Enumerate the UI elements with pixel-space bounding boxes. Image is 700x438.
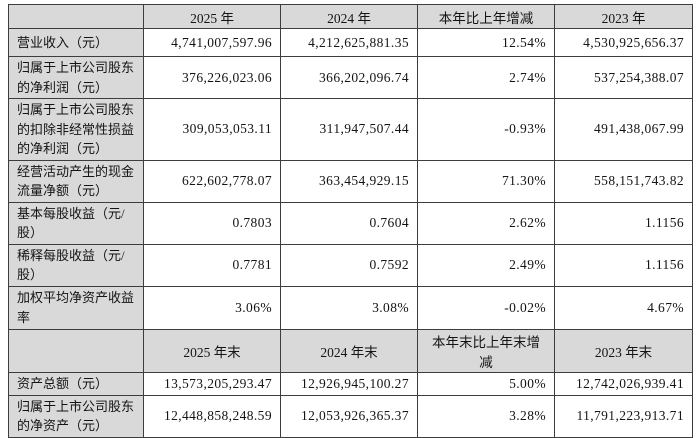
metric-value-cell: 12,053,926,365.37: [280, 394, 418, 438]
table-row: 归属于上市公司股东的扣除非经常性损益的净利润（元） 309,053,053.11 3…: [8, 98, 693, 161]
metric-label: 资产总额（元）: [8, 371, 144, 396]
metric-value-cell: 4,741,007,597.96: [143, 28, 281, 57]
metric-value-cell: 622,602,778.07: [143, 159, 281, 203]
metric-label: 归属于上市公司股东的扣除非经常性损益的净利润（元）: [8, 98, 144, 161]
column-header: 2024 年: [280, 4, 418, 29]
financial-summary-table: 2025 年 2024 年本年比上年增减 2023 年营业收入（元） 4,741,00…: [8, 4, 693, 438]
table-row: 经营活动产生的现金流量净额（元） 622,602,778.07 363,454,92…: [8, 159, 693, 203]
corner-cell: [8, 328, 144, 373]
metric-label: 归属于上市公司股东的净利润（元）: [8, 56, 144, 99]
metric-value-cell: 12,926,945,100.27: [280, 371, 418, 396]
header-row: 2025 年末 2024 年末 本年末比上年末增减 2023 年末: [8, 328, 693, 373]
metric-value-cell: 3.28%: [417, 394, 555, 438]
metric-value-cell: -0.02%: [417, 285, 555, 330]
column-header: 2025 年末: [143, 328, 281, 373]
metric-value-cell: 311,947,507.44: [280, 98, 418, 161]
corner-cell: [8, 4, 144, 29]
metric-label: 归属于上市公司股东的净资产（元）: [8, 394, 144, 438]
column-header: 2023 年: [554, 4, 693, 29]
metric-value-cell: 491,438,067.99: [554, 98, 693, 161]
table-row: 加权平均净资产收益率 3.06% 3.08% -0.02% 4.67%: [8, 285, 693, 330]
metric-value-cell: 2.62%: [417, 201, 555, 245]
metric-value-cell: 4,530,925,656.37: [554, 28, 693, 57]
metric-value-cell: 11,791,223,913.71: [554, 394, 693, 438]
metric-value-cell: 366,202,096.74: [280, 56, 418, 99]
table-row: 资产总额（元） 13,573,205,293.47 12,926,945,100.2…: [8, 371, 693, 396]
metric-value-cell: 309,053,053.11: [143, 98, 281, 161]
metric-value-cell: 2.49%: [417, 243, 555, 287]
metric-value-cell: 4,212,625,881.35: [280, 28, 418, 57]
metric-value-cell: 12.54%: [417, 28, 555, 57]
column-header: 2025 年: [143, 4, 281, 29]
metric-value-cell: 2.74%: [417, 56, 555, 99]
metric-label: 加权平均净资产收益率: [8, 285, 144, 330]
metric-label: 营业收入（元）: [8, 28, 144, 57]
metric-value-cell: 13,573,205,293.47: [143, 371, 281, 396]
column-header: 2024 年末: [280, 328, 418, 373]
metric-value-cell: 558,151,743.82: [554, 159, 693, 203]
metric-value-cell: 12,448,858,248.59: [143, 394, 281, 438]
table-row: 稀释每股收益（元/股） 0.7781 0.7592 2.49% 1.1156: [8, 243, 693, 287]
metric-value-cell: 363,454,929.15: [280, 159, 418, 203]
table-row: 营业收入（元） 4,741,007,597.96 4,212,625,881.35 1…: [8, 28, 693, 57]
column-header: 本年末比上年末增减: [417, 328, 555, 373]
metric-value-cell: 3.08%: [280, 285, 418, 330]
metric-value-cell: 1.1156: [554, 243, 693, 287]
table-row: 基本每股收益（元/股） 0.7803 0.7604 2.62% 1.1156: [8, 201, 693, 245]
metric-value-cell: 376,226,023.06: [143, 56, 281, 99]
metric-value-cell: 3.06%: [143, 285, 281, 330]
metric-value-cell: 12,742,026,939.41: [554, 371, 693, 396]
column-header: 本年比上年增减: [417, 4, 555, 29]
metric-value-cell: 0.7803: [143, 201, 281, 245]
header-row: 2025 年 2024 年本年比上年增减 2023 年: [8, 4, 693, 29]
financial-table-body: 2025 年 2024 年本年比上年增减 2023 年营业收入（元） 4,741,00…: [8, 4, 693, 438]
table-row: 归属于上市公司股东的净利润（元） 376,226,023.06 366,202,09…: [8, 56, 693, 99]
metric-value-cell: 1.1156: [554, 201, 693, 245]
metric-value-cell: 5.00%: [417, 371, 555, 396]
metric-label: 基本每股收益（元/股）: [8, 201, 144, 245]
metric-value-cell: 4.67%: [554, 285, 693, 330]
metric-value-cell: -0.93%: [417, 98, 555, 161]
metric-label: 经营活动产生的现金流量净额（元）: [8, 159, 144, 203]
metric-value-cell: 71.30%: [417, 159, 555, 203]
metric-value-cell: 0.7592: [280, 243, 418, 287]
metric-label: 稀释每股收益（元/股）: [8, 243, 144, 287]
table-row: 归属于上市公司股东的净资产（元） 12,448,858,248.59 12,053,…: [8, 394, 693, 438]
column-header: 2023 年末: [554, 328, 693, 373]
metric-value-cell: 0.7604: [280, 201, 418, 245]
metric-value-cell: 537,254,388.07: [554, 56, 693, 99]
metric-value-cell: 0.7781: [143, 243, 281, 287]
